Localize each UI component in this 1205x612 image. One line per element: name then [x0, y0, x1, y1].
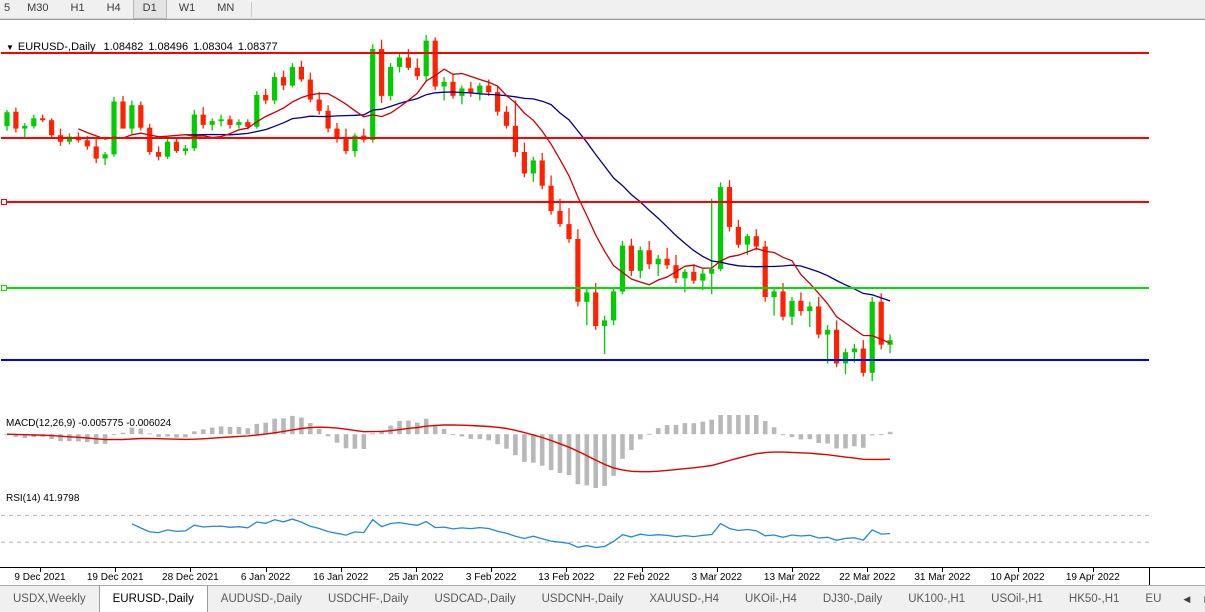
date-axis-label: 22 Mar 2022: [839, 572, 896, 583]
date-axis-tick: [340, 568, 342, 572]
date-axis-label: 28 Dec 2021: [162, 572, 219, 583]
chart-frame[interactable]: 1.148201.141401.134601.121201.107801.101…: [0, 19, 1205, 586]
level-line-handle[interactable]: [1, 199, 7, 206]
date-axis-corner: [1149, 567, 1205, 586]
symbol-tab-bar[interactable]: USDX,Weekly EURUSD-,Daily AUDUSD-,Daily USD…: [0, 585, 1205, 612]
symbol-tab-uk100-h1[interactable]: UK100-,H1: [908, 593, 966, 605]
level-line-resistance-2[interactable]: [1, 137, 1149, 140]
symbol-tab-usdchf-daily[interactable]: USDCHF-,Daily: [327, 593, 409, 605]
date-axis-tick: [792, 568, 793, 572]
date-axis-tick: [190, 568, 192, 572]
collapse-triangle-icon[interactable]: ▼: [6, 42, 14, 52]
timeframe-toolbar: 5 M30 H1 H4 D1 W1 MN: [0, 0, 1205, 19]
symbol-tab-eurusd-daily[interactable]: EURUSD-,Daily: [98, 586, 208, 612]
symbol-tab-eu[interactable]: EU: [1145, 593, 1162, 605]
date-axis-tick: [566, 568, 568, 572]
level-line-support-green[interactable]: [1, 284, 1149, 291]
date-axis-tick: [942, 568, 944, 572]
rsi-svg: [1, 515, 1149, 549]
date-axis-label: 3 Feb 2022: [465, 572, 517, 583]
timeframe-button-5[interactable]: 5: [4, 2, 11, 14]
date-axis-label: 16 Jan 2022: [313, 572, 369, 583]
date-axis-tick: [1017, 568, 1019, 572]
symbol-header: ▼ EURUSD-,Daily 1.08482 1.08496 1.08304 …: [0, 41, 283, 53]
symbol-name-label: EURUSD-,Daily: [17, 41, 96, 53]
symbol-tab-xauusd-h4[interactable]: XAUUSD-,H4: [649, 593, 720, 605]
macd-plot-area[interactable]: [1, 415, 1149, 488]
timeframe-button-w1[interactable]: W1: [178, 2, 196, 14]
date-axis-tick: [867, 568, 869, 572]
date-axis-label: 3 Mar 2022: [691, 572, 743, 583]
date-axis-label: 22 Feb 2022: [613, 572, 670, 583]
tab-scroll-right-icon[interactable]: ▶: [1197, 594, 1205, 605]
date-axis: 9 Dec 2021 19 Dec 2021 28 Dec 2021 6 Jan 20…: [0, 567, 1149, 586]
rsi-indicator-label: RSI(14) 41.9798: [6, 493, 80, 504]
symbol-tab-usoil-h1[interactable]: USOil-,H1: [991, 593, 1043, 605]
symbol-tab-audusd-daily[interactable]: AUDUSD-,Daily: [220, 593, 302, 605]
date-axis-label: 13 Mar 2022: [763, 572, 821, 583]
level-line-handle[interactable]: [1, 284, 7, 291]
symbol-tab-hk50-h1[interactable]: HK50-,H1: [1068, 593, 1120, 605]
date-axis-tick: [40, 568, 41, 572]
ohlc-low: 1.08304: [193, 41, 233, 53]
level-line-resistance-1[interactable]: [1, 51, 1149, 54]
date-axis-label: 6 Jan 2022: [240, 572, 291, 583]
date-axis-label: 10 Apr 2022: [990, 572, 1045, 583]
macd-indicator-label: MACD(12,26,9) -0.005775 -0.006024: [6, 418, 172, 429]
ohlc-open: 1.08482: [103, 41, 144, 53]
date-axis-tick: [716, 568, 718, 572]
symbol-tab-usdcnh-daily[interactable]: USDCNH-,Daily: [541, 593, 624, 605]
date-axis-tick: [115, 568, 117, 572]
price-plot-area[interactable]: [1, 21, 1149, 414]
date-axis-label: 19 Dec 2021: [86, 572, 144, 583]
date-axis-tick: [265, 568, 267, 572]
tab-nav-arrows[interactable]: ◀▶: [1176, 586, 1205, 612]
date-axis-label: 9 Dec 2021: [14, 572, 66, 583]
symbol-tab-usdx-weekly[interactable]: USDX,Weekly: [13, 593, 86, 605]
timeframe-button-h1[interactable]: H1: [70, 2, 85, 14]
date-axis-label: 25 Jan 2022: [388, 572, 444, 583]
date-axis-tick: [416, 568, 417, 572]
date-axis-label: 13 Feb 2022: [538, 572, 595, 583]
date-axis-tick: [1092, 568, 1094, 572]
symbol-tab-usdcad-daily[interactable]: USDCAD-,Daily: [434, 593, 516, 605]
date-axis-label: 19 Apr 2022: [1065, 572, 1120, 583]
tab-scroll-left-icon[interactable]: ◀: [1183, 593, 1191, 604]
rsi-plot-area[interactable]: [1, 490, 1149, 567]
date-axis-tick: [491, 568, 493, 572]
symbol-tab-dj30-daily[interactable]: DJ30-,Daily: [822, 593, 883, 605]
symbol-tab-ukoil-h4[interactable]: UKOil-,H4: [745, 593, 797, 605]
ohlc-close: 1.08377: [237, 41, 278, 53]
toolbar-separator: [251, 1, 253, 17]
ohlc-high: 1.08496: [148, 41, 189, 53]
timeframe-button-mn[interactable]: MN: [217, 2, 235, 14]
level-line-support-blue[interactable]: [1, 359, 1149, 362]
macd-svg: [4, 415, 893, 488]
timeframe-button-d1[interactable]: D1: [132, 0, 167, 19]
timeframe-button-h4[interactable]: H4: [106, 2, 121, 14]
level-line-resistance-3[interactable]: [1, 199, 1149, 206]
date-axis-tick: [641, 568, 643, 572]
candlestick-svg: [4, 35, 893, 382]
timeframe-button-m30[interactable]: M30: [27, 2, 49, 14]
date-axis-label: 31 Mar 2022: [914, 572, 971, 583]
